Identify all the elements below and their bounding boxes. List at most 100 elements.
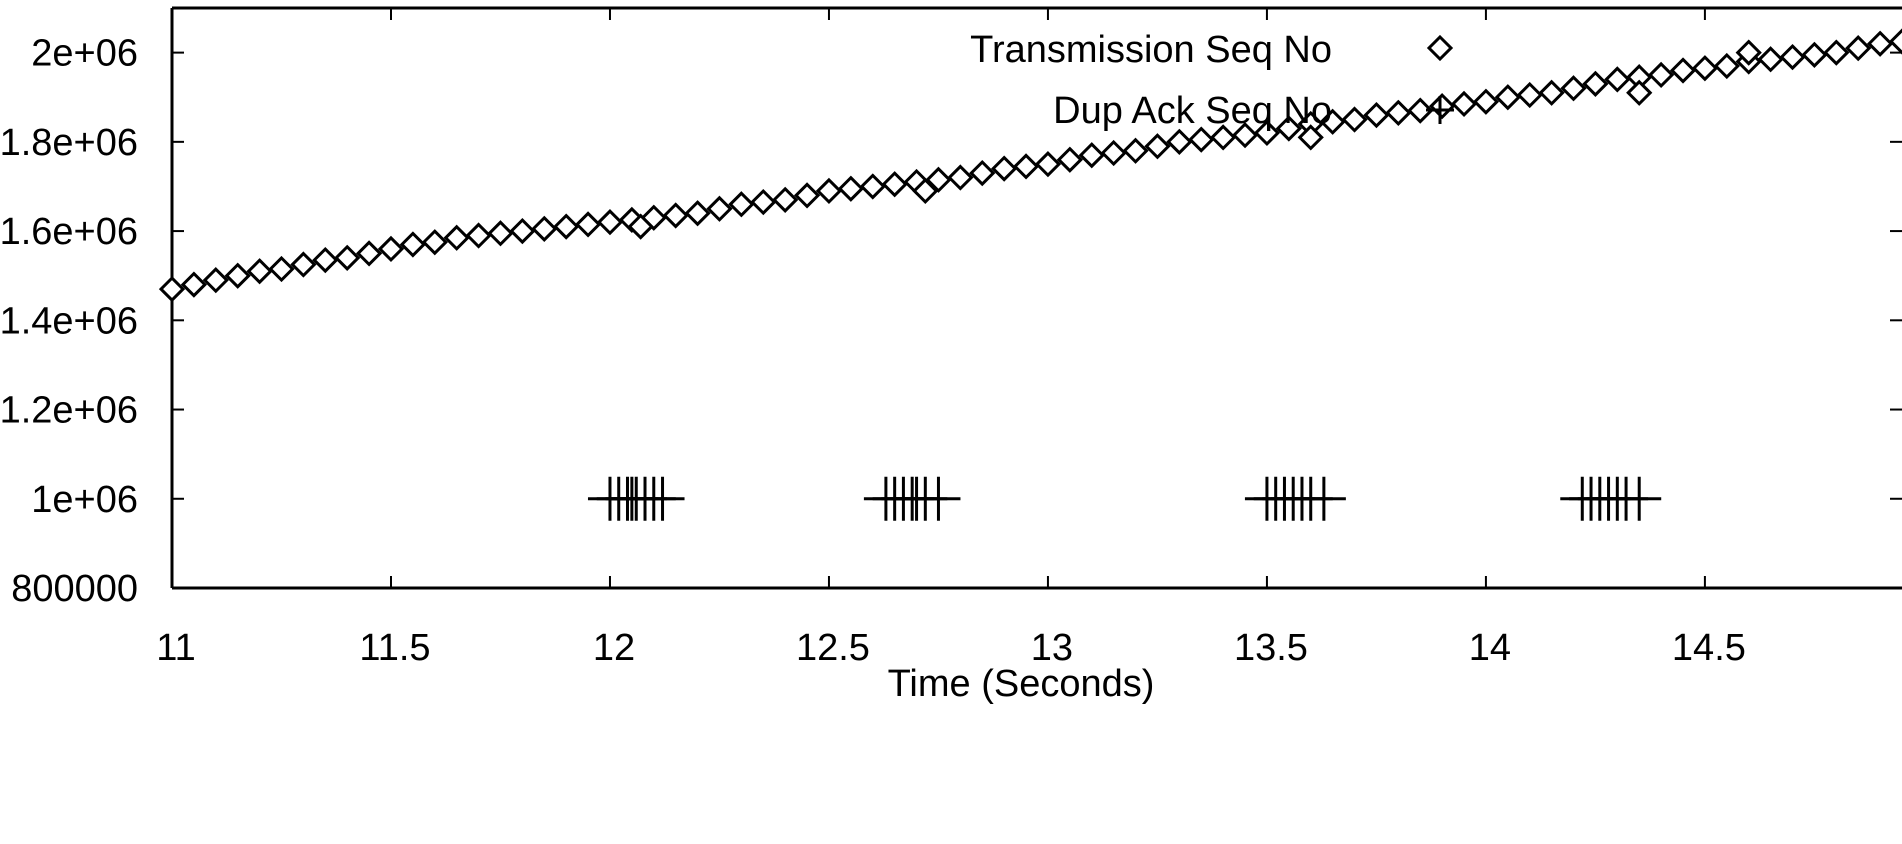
transmission-seq-point (553, 213, 580, 240)
transmission-seq-point (1450, 90, 1478, 118)
transmission-seq-point (509, 217, 536, 245)
transmission-seq-point (1801, 41, 1828, 68)
transmission-seq-point (487, 220, 514, 247)
y-tick-label: 1.2e+06 (0, 390, 138, 432)
transmission-seq-point (1319, 108, 1346, 135)
transmission-seq-point (268, 255, 295, 283)
transmission-seq-point (728, 191, 755, 218)
transmission-seq-point (224, 262, 251, 289)
dup-ack-seq-point (916, 476, 961, 521)
legend-label-dup-ack: Dup Ack Seq No (1053, 90, 1332, 132)
transmission-seq-point (1823, 39, 1850, 66)
transmission-seq-point (772, 186, 799, 213)
transmission-seq-point (574, 211, 602, 238)
transmission-seq-point (1231, 122, 1259, 149)
transmission-seq-point (859, 173, 886, 200)
transmission-seq-point (180, 271, 208, 298)
transmission-seq-point (684, 200, 711, 227)
transmission-seq-point (1078, 142, 1105, 169)
transmission-seq-point (596, 209, 624, 236)
transmission-seq-point (1647, 61, 1675, 89)
y-tick-label: 2e+06 (31, 33, 138, 75)
transmission-seq-point (1713, 52, 1740, 80)
transmission-seq-point (1845, 35, 1872, 62)
transmission-seq-point (1210, 124, 1237, 151)
transmission-seq-point (1122, 137, 1149, 164)
transmission-seq-point (1056, 146, 1083, 173)
y-tick-label: 1.6e+06 (0, 211, 138, 253)
x-tick-label: 14 (1469, 627, 1511, 669)
y-tick-label: 1.4e+06 (0, 300, 138, 342)
transmission-seq-point (912, 177, 939, 205)
dup-ack-seq-point (1617, 476, 1662, 521)
transmission-seq-point (355, 240, 383, 267)
transmission-seq-point (1188, 126, 1215, 153)
transmission-seq-point (1582, 70, 1609, 97)
transmission-seq-point (1779, 43, 1806, 71)
transmission-seq-point (158, 275, 186, 303)
transmission-seq-point (1100, 139, 1127, 167)
transmission-seq-point (1341, 106, 1368, 133)
transmission-seq-point (1604, 66, 1631, 93)
transmission-seq-point (312, 246, 339, 274)
dup-ack-seq-point (640, 476, 685, 521)
x-tick-label: 11 (156, 627, 195, 669)
data-marks (158, 28, 1902, 521)
transmission-seq-point (1429, 93, 1456, 120)
transmission-seq-point (1275, 115, 1302, 142)
transmission-seq-point (399, 231, 427, 258)
transmission-seq-point (1516, 81, 1543, 109)
legend-diamond-mark (1426, 34, 1454, 62)
x-axis-title: Time (Seconds) (888, 663, 1155, 705)
transmission-seq-point (1866, 30, 1894, 57)
y-tick-label: 1.8e+06 (0, 122, 138, 164)
transmission-seq-point (334, 244, 361, 271)
transmission-seq-point (1626, 79, 1653, 106)
transmission-seq-point (627, 213, 654, 240)
transmission-seq-point (1034, 151, 1062, 178)
x-tick-label: 13 (1031, 627, 1073, 669)
legend-plus-mark (1426, 96, 1454, 124)
transmission-seq-point (1494, 84, 1521, 111)
transmission-seq-point (881, 171, 908, 198)
y-tick-label: 1e+06 (31, 479, 138, 521)
y-tick-label: 800000 (11, 568, 138, 610)
x-tick-label: 12 (593, 627, 635, 669)
transmission-seq-point (947, 164, 974, 191)
transmission-seq-point (837, 175, 864, 202)
x-tick-label: 14.5 (1672, 627, 1746, 669)
transmission-seq-point (1691, 55, 1719, 82)
transmission-seq-point (969, 159, 996, 187)
x-tick-label: 11.5 (359, 627, 430, 669)
transmission-seq-point (1144, 133, 1171, 160)
transmission-seq-point (793, 182, 821, 209)
transmission-seq-point (290, 251, 317, 278)
transmission-seq-point (465, 222, 492, 249)
transmission-seq-point (815, 177, 843, 205)
transmission-seq-point (421, 229, 448, 256)
transmission-seq-point (1472, 88, 1500, 115)
transmission-seq-point (1407, 97, 1434, 124)
transmission-seq-point (531, 215, 558, 242)
x-tick-label: 13.5 (1234, 627, 1308, 669)
transmission-seq-point (1888, 28, 1902, 55)
transmission-seq-point (706, 195, 733, 222)
legend-key-transmission-diamond-icon (1426, 34, 1454, 62)
transmission-seq-point (1297, 124, 1324, 151)
transmission-seq-point (1560, 75, 1587, 102)
legend: Transmission Seq No Dup Ack Seq No (970, 29, 1454, 132)
transmission-seq-point (202, 267, 229, 294)
transmission-seq-point (443, 224, 470, 251)
transmission-seq-point (1385, 99, 1412, 126)
dup-ack-seq-point (1301, 476, 1346, 521)
transmission-seq-point (750, 188, 777, 216)
transmission-seq-point (1166, 128, 1193, 155)
axis-ticks: 800000 1e+06 1.2e+06 1.4e+06 1.6e+06 1.8e+06 2… (0, 8, 1902, 669)
transmission-seq-point (1363, 101, 1390, 129)
transmission-seq-point (1012, 153, 1040, 180)
transmission-seq-point (1538, 79, 1565, 106)
transmission-seq-point (1669, 57, 1697, 84)
transmission-seq-point (1735, 39, 1762, 66)
